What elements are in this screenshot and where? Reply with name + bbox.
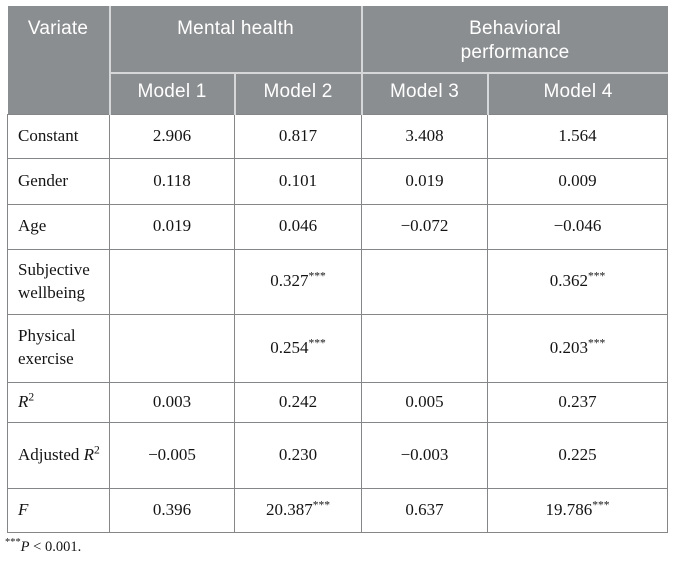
value-cell: −0.003 [361, 421, 488, 489]
model-3-header: Model 3 [360, 72, 488, 114]
value-cell: 20.387*** [234, 487, 362, 533]
value-cell: −0.072 [361, 203, 488, 250]
table-row: F 0.396 20.387*** 0.637 19.786*** [7, 487, 668, 533]
table-row: Adjusted R2 −0.005 0.230 −0.003 0.225 [7, 421, 668, 489]
value-cell: 0.242 [234, 381, 362, 423]
value-cell: 2.906 [109, 113, 235, 159]
footnote-p-symbol: P [20, 539, 30, 555]
value-cell: 19.786*** [487, 487, 668, 533]
variate-cell: Subjective wellbeing [7, 248, 110, 315]
table-row: R2 0.003 0.242 0.005 0.237 [7, 381, 668, 423]
value-cell: 0.396 [109, 487, 235, 533]
value-cell: 0.637 [361, 487, 488, 533]
value-cell [109, 248, 235, 315]
variate-cell: R2 [7, 381, 110, 423]
value-cell: 0.019 [361, 157, 488, 205]
footnote-stars: *** [5, 537, 21, 549]
value-cell: 0.003 [109, 381, 235, 423]
variate-cell: Adjusted R2 [7, 421, 110, 489]
table-header: Variate Mental health Behavioral perform… [7, 6, 668, 114]
value-cell: 0.046 [234, 203, 362, 250]
value-cell: 0.362*** [487, 248, 668, 315]
table-row: Age 0.019 0.046 −0.072 −0.046 [7, 203, 668, 250]
table-row: Subjective wellbeing 0.327*** 0.362*** [7, 248, 668, 315]
value-cell: −0.046 [487, 203, 668, 250]
group-header-behavioral-performance-label: Behavioral performance [460, 18, 570, 63]
value-cell: 0.009 [487, 157, 668, 205]
group-header-mental-health-label: Mental health [177, 18, 294, 39]
value-cell: 0.225 [487, 421, 668, 489]
value-cell: −0.005 [109, 421, 235, 489]
variate-cell: Constant [7, 113, 110, 159]
value-cell [361, 248, 488, 315]
value-cell: 0.118 [109, 157, 235, 205]
table-body: Constant 2.906 0.817 3.408 1.564 Gender 0.118 0… [7, 113, 668, 533]
variate-cell: Age [7, 203, 110, 250]
variate-cell: Physical exercise [7, 313, 110, 383]
value-cell: 0.817 [234, 113, 362, 159]
variate-cell: Gender [7, 157, 110, 205]
value-cell: 3.408 [361, 113, 488, 159]
footnote: ***P < 0.001. [5, 537, 82, 556]
table-row: Gender 0.118 0.101 0.019 0.009 [7, 157, 668, 205]
group-header-row: Variate Mental health Behavioral perform… [7, 6, 668, 114]
value-cell: 0.019 [109, 203, 235, 250]
value-cell: 0.005 [361, 381, 488, 423]
model-1-header: Model 1 [108, 72, 235, 114]
value-cell [361, 313, 488, 383]
value-cell: 1.564 [487, 113, 668, 159]
value-cell: 0.203*** [487, 313, 668, 383]
value-cell: 0.230 [234, 421, 362, 489]
footnote-text: < 0.001. [29, 539, 82, 555]
table-row: Constant 2.906 0.817 3.408 1.564 [7, 113, 668, 159]
value-cell [109, 313, 235, 383]
model-4-header: Model 4 [486, 72, 668, 114]
group-header-mental-health: Mental health [108, 6, 362, 73]
variate-header-label: Variate [27, 18, 89, 39]
value-cell: 0.327*** [234, 248, 362, 315]
value-cell: 0.101 [234, 157, 362, 205]
model-header-row: Model 1 Model 2 Model 3 Model 4 [8, 72, 668, 114]
variate-cell: F [7, 487, 110, 533]
table-row: Physical exercise 0.254*** 0.203*** [7, 313, 668, 383]
model-2-header: Model 2 [233, 72, 362, 114]
regression-table: Variate Mental health Behavioral perform… [7, 6, 668, 533]
value-cell: 0.237 [487, 381, 668, 423]
variate-header-cell: Variate [7, 6, 110, 114]
value-cell: 0.254*** [234, 313, 362, 383]
group-header-behavioral-performance: Behavioral performance [360, 6, 668, 73]
